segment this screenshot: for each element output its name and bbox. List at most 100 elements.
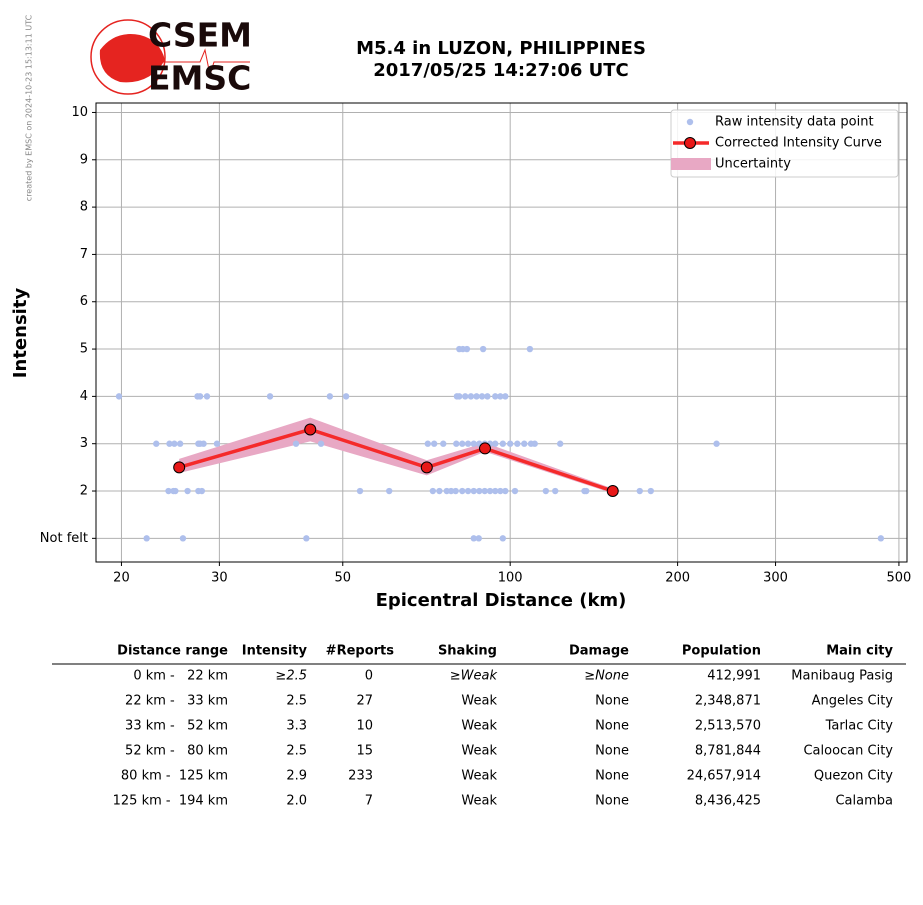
data-point [492, 487, 499, 495]
chart-subtitle: 2017/05/25 14:27:06 UTC [373, 60, 629, 81]
data-point [475, 535, 482, 542]
table-cell: 27 [356, 694, 373, 709]
x-tick-label: 500 [887, 571, 912, 586]
legend-box [670, 109, 899, 178]
table-header: Population [682, 644, 761, 659]
data-point [303, 535, 310, 542]
table-cell: Weak [461, 744, 497, 759]
logo-text: CSEM [148, 16, 252, 55]
data-point [440, 440, 447, 447]
x-tick-label: 20 [113, 571, 130, 586]
data-point [176, 440, 184, 447]
data-point [473, 393, 480, 400]
table-header: #Reports [326, 644, 395, 659]
y-tick-label: 4 [80, 389, 88, 404]
table-header: Intensity [242, 644, 308, 659]
data-point [452, 487, 459, 495]
legend-label: Corrected Intensity Curve [715, 136, 882, 151]
logo-ring [90, 19, 166, 95]
table-cell: ≥None [584, 669, 629, 684]
data-point [326, 393, 334, 400]
table-cell: 22 km - 33 km [125, 694, 228, 709]
data-point [459, 440, 466, 447]
data-point [470, 440, 477, 447]
data-point [478, 393, 486, 400]
curve-marker [420, 461, 433, 474]
data-point [184, 487, 191, 495]
table-header: Distance range [117, 644, 228, 659]
data-point [153, 440, 160, 447]
data-point [464, 487, 472, 495]
data-point [213, 440, 221, 447]
data-point [506, 440, 514, 447]
x-tick-label: 100 [498, 571, 523, 586]
data-point [200, 440, 207, 447]
table-cell: 8,436,425 [695, 794, 761, 809]
data-point [484, 393, 491, 400]
data-point [713, 440, 720, 447]
data-point [115, 393, 123, 400]
table: Distance range Intensity #Reports Shaking Da… [113, 644, 894, 809]
x-tick-label: 300 [763, 571, 788, 586]
legend-label: Raw intensity data point [715, 115, 874, 130]
data-point [492, 393, 499, 400]
legend-label: Uncertainty [715, 157, 791, 172]
data-point [172, 487, 179, 495]
y-tick-label: 3 [80, 436, 88, 451]
data-point [486, 487, 494, 495]
legend: Raw intensity data point Corrected Intens… [670, 109, 899, 178]
table-header: Main city [826, 644, 893, 659]
data-point [647, 487, 655, 495]
data-point [476, 487, 483, 495]
table-cell: 2,513,570 [695, 719, 761, 734]
legend-swatch [686, 118, 694, 126]
data-point [429, 487, 437, 495]
data-point [877, 535, 885, 542]
curve-marker [606, 485, 619, 498]
table-cell: Tarlac City [825, 719, 894, 734]
data-point [514, 440, 521, 447]
table-cell: 7 [365, 794, 373, 809]
logo-map [99, 34, 165, 83]
table-cell: 125 km - 194 km [113, 794, 228, 809]
table-cell: Weak [461, 694, 497, 709]
data-point [502, 393, 509, 400]
x-tick-label: 30 [211, 571, 228, 586]
x-tick-label: 50 [334, 571, 351, 586]
data-point [198, 487, 206, 495]
table-cell: 3.3 [286, 719, 307, 734]
data-point [386, 487, 393, 495]
data-point [143, 535, 150, 542]
marks [115, 345, 885, 542]
data-point [461, 393, 469, 400]
table-cell: 412,991 [707, 669, 761, 684]
table-cell: None [595, 719, 629, 734]
table-cell: 233 [348, 769, 373, 784]
table-cell: None [595, 794, 629, 809]
data-point [499, 535, 507, 542]
data-point [470, 535, 477, 542]
data-point [424, 440, 432, 447]
table-cell: 80 km - 125 km [121, 769, 228, 784]
data-point [203, 393, 211, 400]
x-axis-label: Epicentral Distance (km) [376, 590, 627, 611]
table-cell: Manibaug Pasig [791, 669, 893, 684]
table-cell: ≥2.5 [275, 669, 307, 684]
table-cell: 2.0 [286, 794, 307, 809]
data-point [459, 487, 466, 495]
y-tick-label: 9 [80, 152, 88, 167]
table-cell: None [595, 744, 629, 759]
data-point [447, 487, 455, 495]
x-tick-label: 200 [665, 571, 690, 586]
data-point [502, 487, 509, 495]
data-point [171, 440, 178, 447]
y-axis-label: Intensity [10, 288, 31, 379]
data-point [542, 487, 550, 495]
logo: CSEM EMSC [90, 16, 252, 98]
data-point [436, 487, 443, 495]
plot-frame [95, 102, 908, 563]
data-point [497, 487, 504, 495]
table-cell: Calamba [835, 794, 893, 809]
data-point [479, 345, 487, 353]
